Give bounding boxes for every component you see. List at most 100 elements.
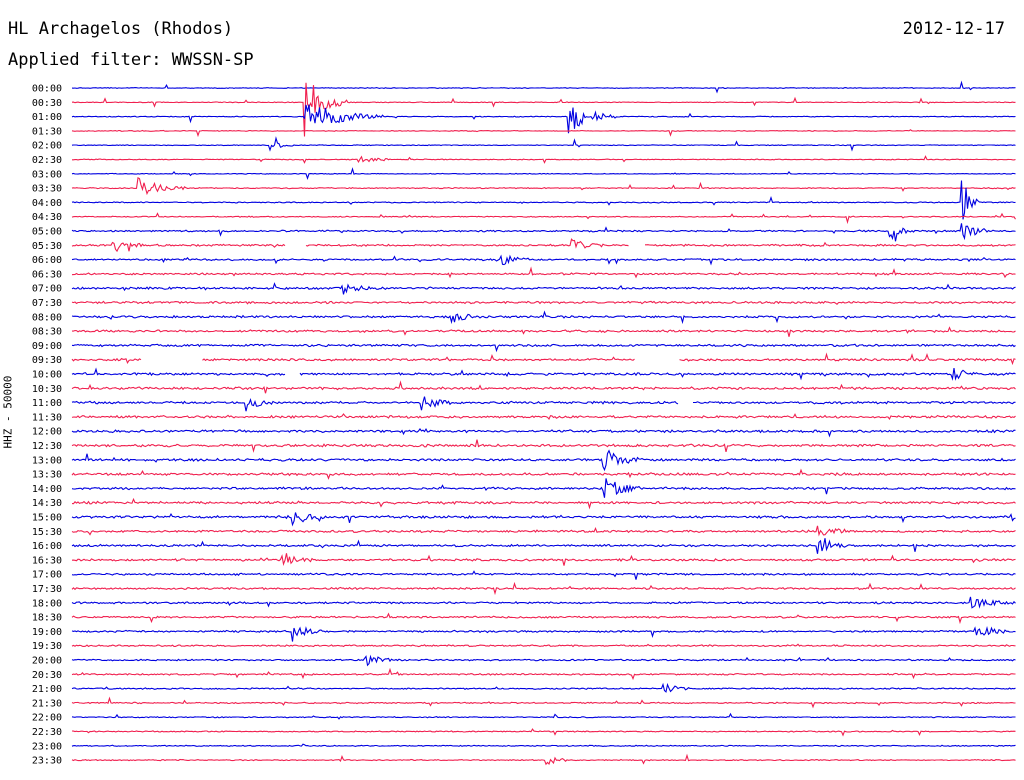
trace-time-label: 02:30	[32, 155, 62, 166]
seismic-trace	[71, 553, 1016, 566]
trace-time-label: 16:30	[32, 555, 62, 566]
trace-time-label: 17:00	[32, 570, 62, 581]
filter-label: Applied filter: WWSSN-SP	[8, 50, 254, 70]
seismic-trace	[71, 753, 1016, 766]
seismic-trace	[71, 180, 1016, 220]
seismic-trace	[71, 380, 1016, 394]
seismic-trace	[71, 643, 1016, 648]
seismic-trace	[71, 413, 1016, 421]
seismic-trace	[71, 310, 1016, 325]
seismic-trace	[71, 212, 1016, 225]
trace-time-label: 09:30	[32, 355, 62, 366]
seismic-trace	[71, 82, 1016, 137]
trace-time-label: 01:00	[32, 112, 62, 123]
seismic-trace	[71, 728, 1016, 737]
trace-time-label: 05:00	[32, 227, 62, 238]
trace-time-label: 10:00	[32, 370, 62, 381]
trace-time-label: 12:00	[32, 427, 62, 438]
seismic-trace	[71, 176, 1016, 196]
trace-time-label: 17:30	[32, 584, 62, 595]
trace-time-label: 07:30	[32, 298, 62, 309]
trace-time-label: 22:30	[32, 727, 62, 738]
trace-time-label: 14:30	[32, 498, 62, 509]
trace-time-label: 00:00	[32, 84, 62, 95]
trace-time-label: 18:00	[32, 598, 62, 609]
trace-time-label: 16:00	[32, 541, 62, 552]
seismic-trace	[71, 427, 1016, 438]
seismic-trace	[71, 104, 1016, 134]
seismic-trace	[71, 266, 1016, 279]
seismic-trace	[71, 136, 1016, 152]
seismic-trace	[71, 525, 1016, 537]
seismic-trace	[71, 367, 1016, 381]
seismic-trace	[71, 612, 1016, 625]
trace-time-label: 21:30	[32, 698, 62, 709]
seismic-trace	[71, 712, 1016, 720]
trace-time-label: 09:00	[32, 341, 62, 352]
seismic-trace	[71, 743, 1016, 747]
seismic-trace	[71, 596, 1016, 609]
seismic-trace	[71, 512, 1016, 527]
trace-time-label: 03:30	[32, 184, 62, 195]
seismic-trace	[71, 343, 1016, 353]
seismic-trace	[71, 449, 1016, 472]
channel-label: HHZ - 50000	[1, 375, 15, 449]
trace-time-label: 21:00	[32, 684, 62, 695]
trace-time-label: 15:30	[32, 527, 62, 538]
trace-time-label: 20:30	[32, 670, 62, 681]
trace-time-label: 23:00	[32, 741, 62, 752]
trace-time-label: 12:30	[32, 441, 62, 452]
seismic-trace	[71, 625, 1016, 642]
trace-time-label: 20:00	[32, 656, 62, 667]
trace-time-label: 07:00	[32, 284, 62, 295]
seismic-trace	[71, 254, 1016, 266]
seismic-trace	[71, 129, 1016, 138]
station-title: HL Archagelos (Rhodos)	[8, 19, 234, 39]
seismic-trace	[71, 682, 1016, 693]
seismic-trace	[71, 497, 1016, 510]
seismic-trace	[71, 439, 1016, 453]
trace-time-label: 04:00	[32, 198, 62, 209]
seismic-trace	[71, 581, 1016, 596]
trace-time-label: 19:00	[32, 627, 62, 638]
seismic-trace	[71, 396, 1016, 412]
seismic-trace	[71, 167, 1016, 181]
seismic-trace	[72, 326, 1016, 337]
trace-time-label: 02:00	[32, 141, 62, 152]
trace-time-label: 06:00	[32, 255, 62, 266]
seismic-trace	[71, 223, 1016, 242]
trace-time-label: 08:30	[32, 327, 62, 338]
plot-date: 2012-12-17	[902, 19, 1005, 39]
trace-time-label: 10:30	[32, 384, 62, 395]
trace-time-label: 13:00	[32, 455, 62, 466]
seismic-trace	[71, 667, 1016, 681]
trace-time-label: 11:00	[32, 398, 62, 409]
trace-time-label: 18:30	[32, 613, 62, 624]
trace-time-label: 01:30	[32, 126, 62, 137]
trace-time-label: 11:30	[32, 412, 62, 423]
trace-time-label: 08:00	[32, 312, 62, 323]
trace-time-label: 03:00	[32, 169, 62, 180]
trace-time-label: 00:30	[32, 98, 62, 109]
seismic-trace	[71, 80, 1016, 94]
trace-time-label: 14:00	[32, 484, 62, 495]
seismic-trace	[72, 155, 1016, 164]
trace-time-label: 05:30	[32, 241, 62, 252]
seismic-trace	[71, 238, 1016, 253]
seismic-trace	[71, 468, 1016, 480]
seismic-trace	[71, 300, 1016, 306]
trace-time-label: 06:30	[32, 269, 62, 280]
trace-time-label: 15:00	[32, 513, 62, 524]
seismic-trace	[71, 696, 1016, 709]
seismic-trace	[71, 654, 1016, 667]
trace-time-label: 23:30	[32, 756, 62, 767]
seismic-trace	[71, 570, 1016, 580]
trace-time-label: 19:30	[32, 641, 62, 652]
trace-time-label: 04:30	[32, 212, 62, 223]
trace-time-label: 22:00	[32, 713, 62, 724]
seismic-trace	[71, 282, 1016, 295]
seismic-trace	[71, 538, 1016, 554]
seismic-trace	[71, 352, 1016, 366]
trace-time-label: 13:30	[32, 470, 62, 481]
